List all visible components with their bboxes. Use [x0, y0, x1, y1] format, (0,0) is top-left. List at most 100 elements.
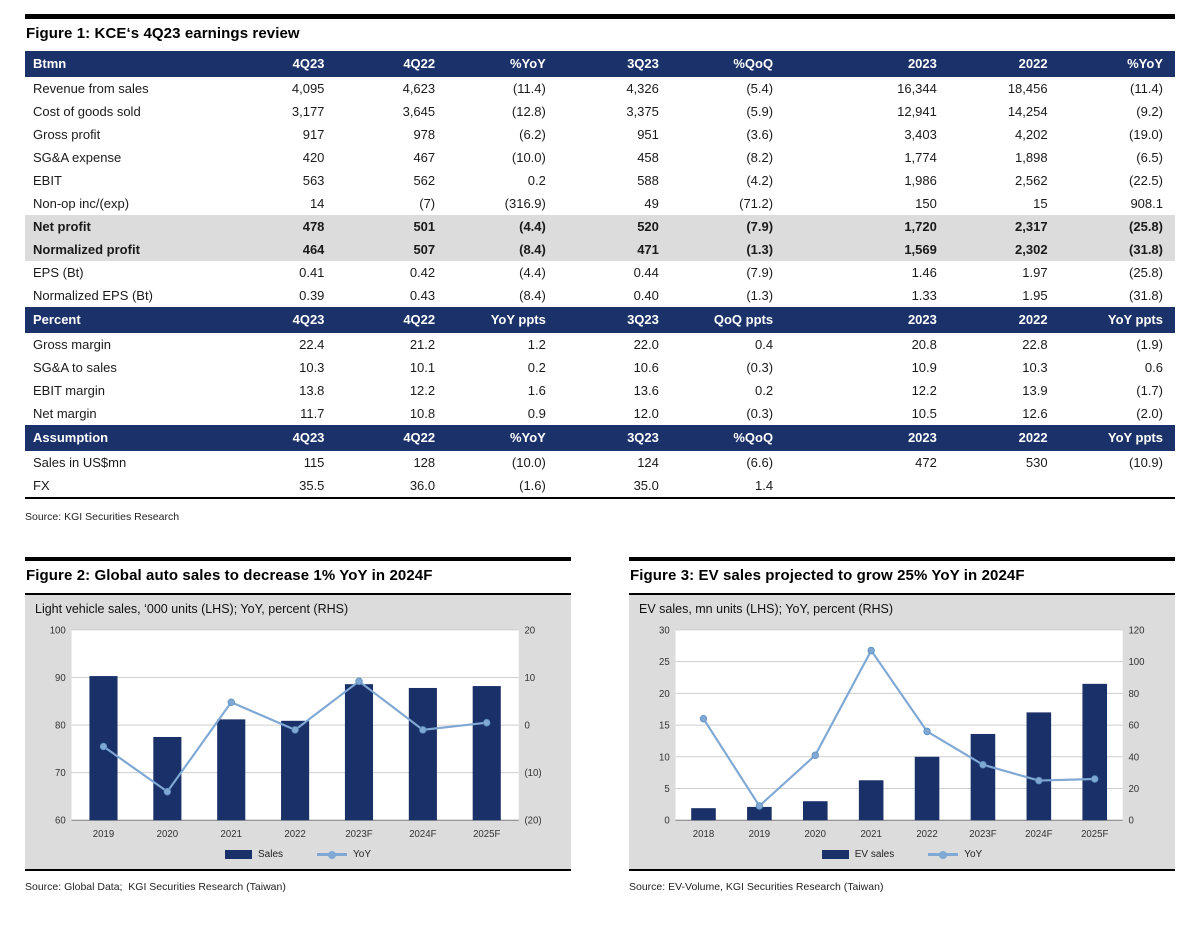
bar [1026, 712, 1052, 821]
cell: (7.9) [670, 215, 786, 238]
cell: 1.6 [527, 383, 546, 398]
table-row: EBIT margin 13.8 12.2 1.6 13.6 0.2 12.2 13.9 (1.… [25, 379, 1175, 402]
bar [408, 687, 437, 821]
line-swatch-icon [928, 850, 959, 859]
cell: 10.3 [299, 360, 325, 375]
figure3-title: Figure 3: EV sales projected to grow 25%… [630, 567, 1025, 584]
table-row: Sales in US$mn 115 128 (10.0) 124 (6.6) 472 530… [25, 451, 1175, 474]
cell: 11.7 [300, 406, 325, 421]
svg-text:30: 30 [659, 625, 670, 636]
marker-dot [163, 787, 172, 796]
header-cell: 2022 [948, 425, 1060, 451]
header-cell: Percent [25, 307, 252, 333]
cell: 1.46 [911, 265, 937, 280]
cell: (6.5) [1136, 150, 1163, 165]
table-row: Normalized profit 464 507 (8.4) 471 (1.3) 1,56… [25, 238, 1175, 261]
cell: (5.4) [746, 81, 774, 96]
cell: 4,202 [1015, 127, 1048, 142]
cell: 124 [637, 455, 659, 470]
legend-item-yoy: YoY [317, 849, 371, 860]
svg-text:40: 40 [1128, 752, 1139, 763]
cell: Non-op inc/(exp) [33, 196, 130, 211]
marker-dot [923, 727, 931, 736]
cell: (1.3) [746, 288, 774, 303]
cell: 563 [302, 173, 325, 188]
bar [281, 720, 310, 821]
figure1-top-rule [25, 14, 1175, 19]
header-cell: %YoY [1059, 51, 1175, 77]
header-cell: 4Q23 [251, 51, 337, 77]
legend-item-sales: Sales [225, 849, 283, 860]
figure2-axis-caption: Light vehicle sales, ‘000 units (LHS); Y… [35, 602, 349, 616]
cell: Sales in US$mn [33, 455, 127, 470]
cell: 22.8 [1022, 337, 1048, 352]
cell: 1,720 [785, 215, 949, 238]
cell: (316.9) [504, 196, 546, 211]
cell [1060, 474, 1175, 498]
header-cell: 3Q23 [557, 51, 671, 77]
marker-dot [291, 726, 299, 734]
cell: 15 [1033, 196, 1048, 211]
cell: (3.6) [746, 127, 774, 142]
svg-text:20: 20 [524, 625, 535, 636]
cell: 501 [336, 215, 448, 238]
cell: (1.9) [1136, 337, 1163, 352]
cell: EBIT margin [33, 383, 106, 398]
table-row: SG&A expense 420 467 (10.0) 458 (8.2) 1,774 1,8… [25, 146, 1175, 169]
cell: 0.4 [755, 337, 774, 352]
cell: 22.0 [633, 337, 659, 352]
cell: 1.95 [1022, 288, 1048, 303]
figure1-title: Figure 1: KCE‘s 4Q23 earnings review [26, 25, 300, 42]
cell: Normalized profit [25, 238, 252, 261]
cell: 1,569 [785, 238, 949, 261]
header-cell: YoY ppts [1059, 425, 1175, 451]
figure3-chart-box: EV sales, mn units (LHS); YoY, percent (… [629, 593, 1175, 871]
cell: EBIT [33, 173, 62, 188]
header-cell: QoQ ppts [670, 307, 786, 333]
table-section-header: Btmn 4Q23 4Q22 %YoY 3Q23 %QoQ 2023 2022 %YoY [25, 51, 1175, 77]
cell: (25.8) [1129, 265, 1163, 280]
header-cell: %YoY [447, 425, 558, 451]
figure3-legend: EV sales YoY [637, 846, 1167, 867]
header-cell: YoY ppts [1059, 307, 1175, 333]
cell: 12.0 [633, 406, 659, 421]
cell: 2,317 [948, 215, 1060, 238]
cell: FX [33, 478, 50, 493]
svg-text:10: 10 [524, 673, 535, 684]
cell: 0.43 [409, 288, 436, 303]
header-cell: 4Q22 [336, 425, 448, 451]
cell: Gross profit [33, 127, 101, 142]
cell: 467 [413, 150, 436, 165]
cell: (1.6) [519, 478, 546, 493]
cell: 49 [644, 196, 659, 211]
cell: 35.5 [299, 478, 325, 493]
cell: 0.6 [1144, 360, 1163, 375]
table-row: Normalized EPS (Bt) 0.39 0.43 (8.4) 0.40 (1.3… [25, 284, 1175, 307]
marker-dot [699, 714, 708, 723]
cell: 0.41 [299, 265, 325, 280]
header-cell: %YoY [447, 51, 558, 77]
table-row: Gross profit 917 978 (6.2) 951 (3.6) 3,403 4,20… [25, 123, 1175, 146]
table-row: Net margin 11.7 10.8 0.9 12.0 (0.3) 10.5 12.6 (2… [25, 402, 1175, 425]
cell: (7.9) [746, 265, 774, 280]
table-row: Non-op inc/(exp) 14 (7) (316.9) 49 (71.2) 150 1… [25, 192, 1175, 215]
cell: 1,774 [904, 150, 937, 165]
svg-text:2020: 2020 [805, 829, 827, 840]
header-cell: Assumption [25, 425, 252, 451]
cell: EPS (Bt) [33, 265, 84, 280]
figure3-source: Source: EV-Volume, KGI Securities Resear… [629, 881, 884, 893]
marker-dot [483, 718, 491, 727]
figure3-axis-caption: EV sales, mn units (LHS); YoY, percent (… [639, 602, 894, 616]
marker-dot [811, 751, 819, 759]
header-cell: Btmn [25, 51, 252, 77]
legend-item-yoy: YoY [928, 849, 982, 860]
figure3-chart: 0 5 10 15 20 25 30 0 20 40 60 80 100 120 2018 2019 2020 2… [659, 625, 1145, 840]
svg-text:2020: 2020 [157, 829, 179, 840]
svg-text:(10): (10) [524, 768, 541, 779]
svg-text:2022: 2022 [284, 829, 305, 840]
svg-text:2019: 2019 [749, 829, 770, 840]
gridlines [675, 629, 1123, 821]
cell: 0.2 [527, 173, 546, 188]
legend-label: Sales [258, 849, 284, 860]
